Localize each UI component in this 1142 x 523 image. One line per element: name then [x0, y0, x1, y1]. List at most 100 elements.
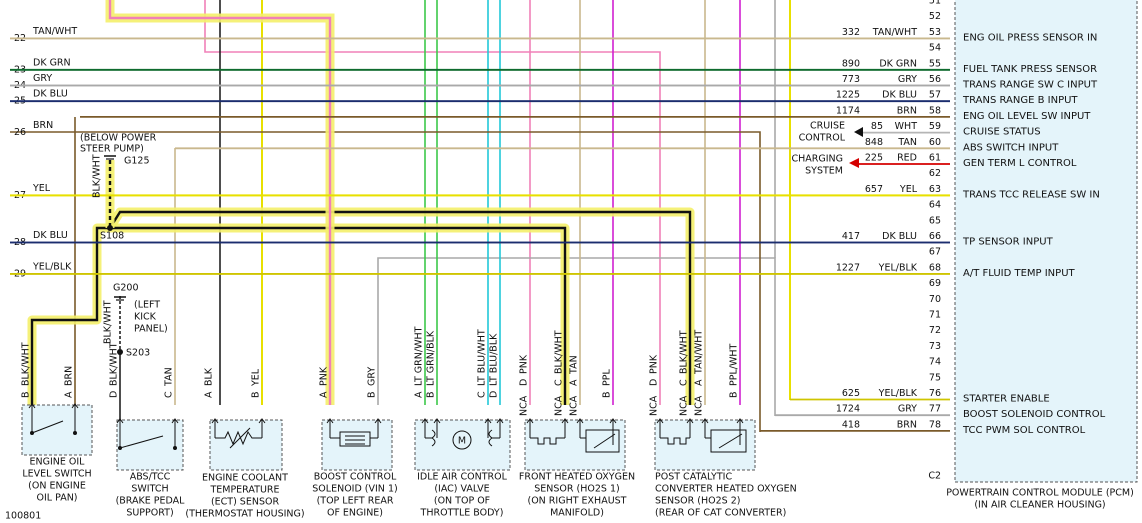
pcm-pin: 78	[929, 419, 941, 430]
wire	[110, 226, 567, 405]
pin-color: PNK	[649, 354, 660, 374]
pin-color: PNK	[319, 366, 330, 386]
terminal	[258, 418, 266, 424]
terminal	[576, 418, 584, 424]
circuit-color: TAN	[897, 137, 917, 148]
component-name: OF ENGINE)	[327, 508, 383, 519]
wire	[30, 226, 110, 405]
pin-note: NCA	[694, 395, 705, 416]
circuit-color: YEL/BLK	[878, 388, 918, 399]
circuit-color: YEL/BLK	[878, 262, 918, 273]
pin-color: LT BLU/BLK	[489, 333, 500, 386]
pcm-pin: 59	[929, 121, 941, 132]
pcm-pin: 60	[929, 137, 941, 148]
pcm-pin: 71	[929, 310, 941, 321]
pin-letter: C	[477, 391, 488, 398]
wire-number: 26	[14, 127, 26, 138]
terminal	[609, 418, 617, 424]
pin-color: LT GRN/WHT	[414, 326, 425, 386]
component-name: ENGINE OIL	[30, 457, 86, 468]
component-name: POST CATALYTIC	[655, 472, 732, 483]
terminal	[116, 418, 124, 424]
pcm-box	[954, 0, 1138, 483]
symbol	[118, 446, 122, 450]
wire-color: BRN	[33, 120, 53, 131]
circuit-color: YEL	[899, 184, 918, 195]
motor-symbol: M	[458, 436, 466, 447]
component-name: ABS/TCC	[130, 472, 171, 483]
pin-letter: D	[489, 391, 500, 398]
pcm-pin: 54	[929, 43, 941, 54]
terminal	[28, 403, 36, 409]
circuit-number: 1724	[836, 404, 860, 415]
wire	[204, 0, 661, 405]
pcm-pin: 74	[929, 357, 941, 368]
circuit-number: 418	[842, 419, 860, 430]
component-box	[524, 419, 626, 471]
pin-letter: A	[64, 391, 75, 398]
circuit-color: TAN/WHT	[872, 27, 917, 38]
ground-location: KICK	[134, 312, 157, 323]
symbol	[30, 431, 34, 435]
pin-color: LT BLU/WHT	[477, 329, 488, 386]
ground-id: G200	[113, 283, 139, 294]
circuit-number: 848	[865, 137, 883, 148]
pcm-pin: 73	[929, 341, 941, 352]
component-name: (ECT) SENSOR	[211, 497, 280, 508]
pcm-function: ENG OIL PRESS SENSOR IN	[963, 32, 1097, 43]
component-box	[414, 419, 511, 471]
pin-note: NCA	[554, 395, 565, 416]
wire-color: BLK/WHT	[103, 300, 114, 344]
circuit-number: 657	[865, 184, 883, 195]
circuit-number: 417	[842, 231, 860, 242]
pin-color: BLK/WHT	[679, 330, 690, 374]
pin-letter: A	[319, 391, 330, 398]
pcm-pin: 58	[929, 105, 941, 116]
pin-letter: C	[679, 379, 690, 386]
splice	[117, 349, 123, 355]
system-label: CONTROL	[799, 133, 846, 144]
terminal	[561, 418, 569, 424]
pin-letter: B	[251, 391, 262, 398]
terminal	[686, 418, 694, 424]
arrow	[849, 158, 859, 168]
component-name: LEVEL SWITCH	[22, 469, 91, 480]
pin-note: NCA	[569, 395, 580, 416]
pcm-connector: C2	[928, 471, 941, 482]
terminal	[701, 418, 709, 424]
component-name: CONVERTER HEATED OXYGEN	[655, 484, 797, 495]
splice-id: S108	[100, 231, 124, 242]
terminal	[211, 418, 219, 424]
terminal	[526, 418, 534, 424]
pcm-pin: 52	[929, 11, 941, 22]
component-name: SENSOR (HO2S 2)	[655, 496, 740, 507]
circuit-number: 890	[842, 58, 860, 69]
terminal	[496, 418, 504, 424]
pin-color: TAN	[164, 367, 175, 387]
circuit-color: RED	[897, 153, 917, 164]
wire-color: BLK/WHT	[92, 154, 103, 198]
component-name: SOLENOID (VIN 1)	[312, 484, 397, 495]
wire-color: TAN/WHT	[32, 26, 77, 37]
circuit-number: 225	[865, 153, 883, 164]
component-name: (REAR OF CAT CONVERTER)	[655, 508, 786, 519]
component-name: (BRAKE PEDAL	[116, 496, 186, 507]
pin-color: BLK	[204, 367, 215, 386]
pcm-function: TRANS RANGE B INPUT	[962, 95, 1078, 106]
pin-color: BLK/WHT	[554, 330, 565, 374]
ground-location: (LEFT	[134, 300, 160, 311]
system-label: SYSTEM	[805, 166, 843, 177]
component-name: SWITCH	[131, 484, 168, 495]
circuit-color: DK BLU	[882, 231, 917, 242]
pcm-pin: 69	[929, 278, 941, 289]
circuit-color: BRN	[897, 419, 917, 430]
pcm-function: TRANS TCC RELEASE SW IN	[962, 189, 1100, 200]
pcm-function: A/T FLUID TEMP INPUT	[963, 268, 1076, 279]
terminal	[421, 418, 429, 424]
pcm-pin: 56	[929, 74, 941, 85]
circuit-number: 625	[842, 388, 860, 399]
pin-note: NCA	[649, 395, 660, 416]
pcm-pin: 70	[929, 294, 941, 305]
ground-id: G125	[124, 156, 150, 167]
pcm-pin: 53	[929, 27, 941, 38]
